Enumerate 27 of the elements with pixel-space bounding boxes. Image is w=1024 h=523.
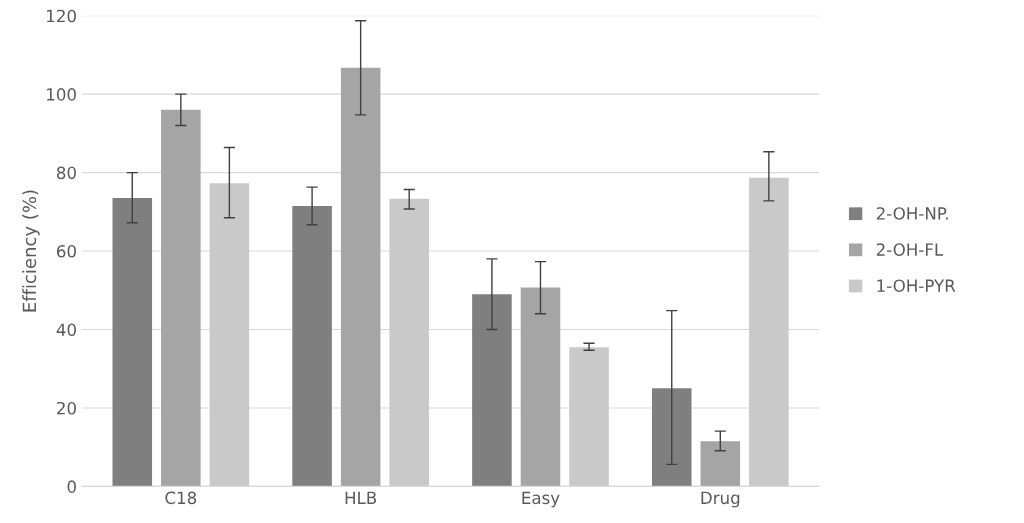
bar — [472, 294, 512, 487]
bar — [161, 109, 201, 487]
y-axis-title: Efficiency (%) — [22, 190, 40, 312]
x-tick-label: Easy — [522, 491, 560, 508]
y-tick-label: 20 — [57, 401, 76, 415]
bar — [209, 183, 250, 487]
y-tick-label: 100 — [47, 88, 76, 101]
x-tick-label: Drug — [701, 491, 740, 508]
x-tick-label: HLB — [345, 491, 377, 504]
y-tick-label: 40 — [56, 323, 76, 337]
x-tick-label: C18 — [165, 491, 197, 505]
bar — [389, 198, 429, 487]
y-tick-label: 60 — [57, 245, 76, 258]
legend-label: 1-OH-PYR — [877, 279, 956, 293]
y-tick-label: 80 — [56, 166, 76, 180]
y-tick-label: 120 — [47, 9, 76, 23]
bar — [651, 388, 692, 487]
bar — [700, 441, 741, 487]
legend-label: 2-OH-FL — [876, 243, 944, 256]
bar — [749, 177, 789, 487]
bar — [520, 287, 561, 487]
bar — [292, 205, 332, 487]
y-tick-label: 0 — [67, 480, 76, 493]
bar — [340, 67, 381, 487]
legend-label: 2-OH-NP. — [876, 207, 948, 220]
bar — [112, 198, 153, 487]
bar — [569, 347, 609, 487]
